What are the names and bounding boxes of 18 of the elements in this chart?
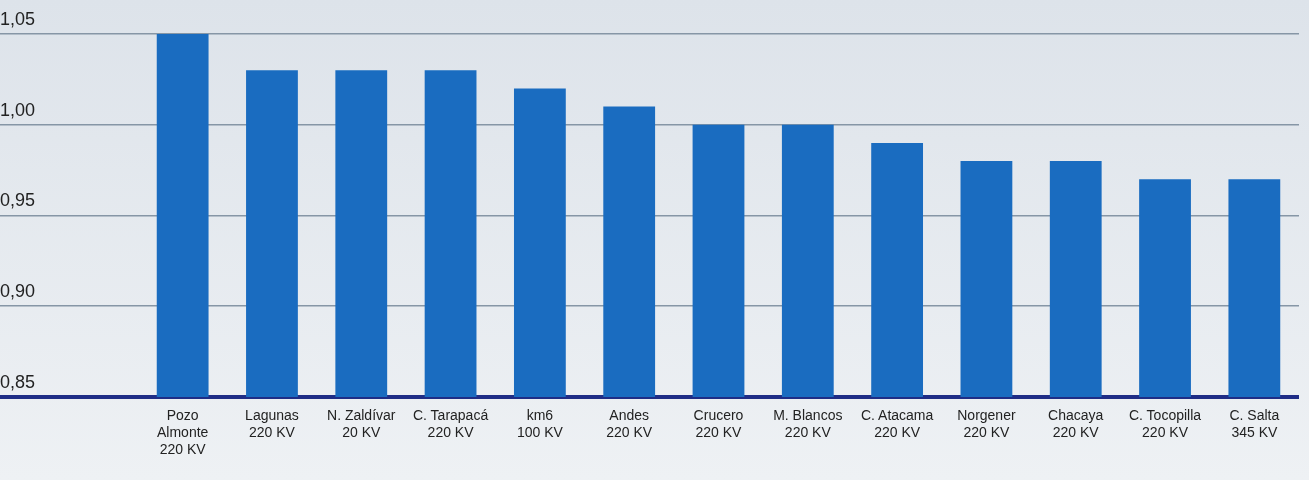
x-tick-label: Crucero 220 KV <box>693 407 744 441</box>
y-tick-label: 1,00 <box>0 99 36 120</box>
y-tick-label: 0,90 <box>0 281 36 302</box>
y-tick-label: 1,05 <box>0 8 36 29</box>
x-tick-label: Pozo Almonte 220 KV <box>156 407 209 457</box>
x-tick-label: C. Atacama 220 KV <box>860 407 934 441</box>
y-tick-label: 0,95 <box>0 190 36 211</box>
x-tick-label: M. Blancos 220 KV <box>773 407 843 441</box>
x-tick-label: C. Tocopilla 220 KV <box>1128 407 1202 441</box>
x-tick-label: Lagunas 220 KV <box>245 407 299 441</box>
x-tick-label: C. Salta 345 KV <box>1229 407 1280 441</box>
x-tick-label: Andes 220 KV <box>606 407 653 441</box>
x-tick-label: Chacaya 220 KV <box>1048 407 1104 441</box>
x-tick-label: N. Zaldívar 20 KV <box>327 407 396 441</box>
x-tick-label: C. Tarapacá 220 KV <box>412 407 489 441</box>
x-tick-label: km6 100 KV <box>516 407 564 441</box>
y-tick-label: 0,85 <box>0 371 36 392</box>
x-tick-label: Norgener 220 KV <box>957 407 1016 441</box>
